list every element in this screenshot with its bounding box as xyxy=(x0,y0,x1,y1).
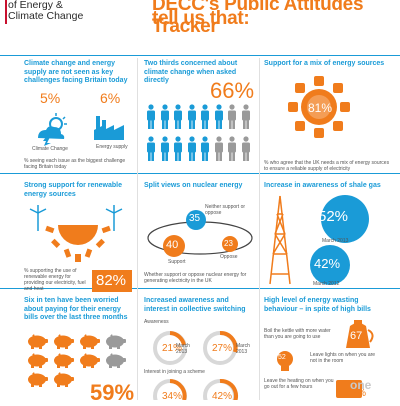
p1-pct-climate: 5% xyxy=(40,90,61,106)
p9-heating-pct: 52% xyxy=(346,388,367,399)
piggy-bank-icon xyxy=(80,334,100,349)
person-icon xyxy=(201,104,209,129)
person-icon xyxy=(241,104,250,129)
piggy-bank-icon xyxy=(106,353,126,368)
p9-title: High level of energy wasting behaviour –… xyxy=(264,297,371,313)
piggy-bank-icon xyxy=(106,334,126,349)
person-icon xyxy=(214,104,223,129)
p5-neither-pct: 35 xyxy=(189,213,201,224)
department-name: of Energy & Climate Change xyxy=(5,0,84,24)
p8-int-pct-b: 42% xyxy=(212,391,233,402)
lightbulb-icon xyxy=(277,351,293,371)
p6-pct-2013: 52% xyxy=(318,208,349,225)
p3-note: % who agree that the UK needs a mix of e… xyxy=(264,160,390,172)
piggy-bank-icon xyxy=(54,372,74,387)
p7-pct: 59% xyxy=(90,380,135,405)
p4-pct-badge: 82% xyxy=(92,270,132,292)
p8-aw-label-a: March 2013 xyxy=(176,343,190,355)
p5-support-pct: 40 xyxy=(166,239,179,251)
p9-kettle-pct: 67 xyxy=(350,330,363,342)
p8-interest-label: Interest in joining a scheme xyxy=(144,369,205,375)
row-divider-3 xyxy=(0,288,400,289)
p8-title: Increased awareness and interest in coll… xyxy=(144,297,246,313)
p4-pct: 82% xyxy=(96,272,127,289)
p4-note: % supporting the use of renewable energy… xyxy=(24,268,86,292)
row-divider-1 xyxy=(0,55,400,56)
p5-oppose-label: Oppose xyxy=(220,254,238,260)
piggy-bank-icon xyxy=(54,353,74,368)
p9-lights-pct: 52 xyxy=(278,354,286,361)
person-icon xyxy=(147,136,155,161)
watermark: one xyxy=(350,378,372,392)
p8-aw-pct-a: 21% xyxy=(162,343,183,354)
p9-lights-note: Leave lights on when you are not in the … xyxy=(310,352,376,364)
p6-label-2013: March 2013 xyxy=(322,238,349,244)
person-icon xyxy=(160,136,169,161)
p8-int-pct-a: 34% xyxy=(162,391,183,402)
piggy-bank-icon xyxy=(54,334,74,349)
col-divider-1 xyxy=(137,58,138,400)
p8-aw-label-b: March 2013 xyxy=(236,343,250,355)
person-icon xyxy=(228,104,236,129)
p5-note: Whether support or oppose nuclear energy… xyxy=(144,272,247,284)
p8-awareness-label: Awareness xyxy=(144,319,169,325)
person-icon xyxy=(201,136,209,161)
p3-title: Support for a mix of energy sources xyxy=(264,60,385,67)
person-icon xyxy=(187,136,196,161)
p7-title: Six in ten have been worried about payin… xyxy=(24,297,128,321)
p5-title: Split views on nuclear energy xyxy=(144,182,243,189)
shale-gas-bubbles xyxy=(310,195,369,285)
p4-title: Strong support for renewable energy sour… xyxy=(24,182,123,198)
dept-line-2: Climate Change xyxy=(8,10,84,22)
piggy-bank-icon xyxy=(28,372,48,387)
row-divider-2 xyxy=(0,173,400,174)
sun-wind-icon xyxy=(29,205,123,262)
dept-line-1: of Energy & xyxy=(8,0,63,11)
piggy-bank-icon xyxy=(28,334,48,349)
p6-title: Increase in awareness of shale gas xyxy=(264,182,381,189)
col-divider-2 xyxy=(259,58,260,400)
p3-pct: 81% xyxy=(308,101,333,115)
person-icon xyxy=(160,104,169,129)
p9-kettle-note: Boil the kettle with more water than you… xyxy=(264,328,331,340)
piggy-bank-icon xyxy=(80,353,100,368)
p6-label-2012: March 2012 xyxy=(313,281,340,287)
p2-pct: 66% xyxy=(210,78,255,103)
switching-rings xyxy=(153,331,239,400)
p5-oppose-pct: 23 xyxy=(224,239,233,248)
p1-note: % seeing each issue as the biggest chall… xyxy=(24,158,126,170)
gas-rig-icon xyxy=(269,195,291,285)
p1-title: Climate change and energy supply are not… xyxy=(24,60,128,84)
page-header: of Energy & Climate Change DECC's Public… xyxy=(0,0,400,37)
p2-title: Two thirds concerned about climate chang… xyxy=(144,60,238,84)
person-icon xyxy=(147,104,155,129)
p8-aw-pct-b: 27% xyxy=(212,343,233,354)
headline-line-1: DECC's Public Attitudes Tracker xyxy=(152,0,364,37)
person-icon xyxy=(214,136,223,161)
p1-pct-energy: 6% xyxy=(100,90,121,106)
person-icon xyxy=(241,136,250,161)
logo-bar xyxy=(5,0,7,24)
piggy-bank-icon xyxy=(28,353,48,368)
p6-pct-2012: 42% xyxy=(314,256,341,271)
person-icon xyxy=(187,104,196,129)
kettle-icon xyxy=(346,320,374,348)
energy-mix-icon xyxy=(288,76,350,138)
radiator-icon xyxy=(336,380,362,398)
p5-support-label: Support xyxy=(168,259,186,265)
factory-icon xyxy=(94,116,124,140)
person-icon xyxy=(174,136,182,161)
cloud-sun-icon xyxy=(38,113,67,146)
p9-heating-note: Leave the heating on when you go out for… xyxy=(264,378,334,390)
p5-neither-label: Neither support or oppose xyxy=(205,204,246,216)
person-icon xyxy=(174,104,182,129)
nuclear-orbit-diagram xyxy=(147,210,253,257)
person-icon xyxy=(228,136,236,161)
p1-label-climate: Climate Change xyxy=(32,146,68,152)
p1-label-energy: Energy supply xyxy=(96,144,128,150)
headline-line-2: tell us that: xyxy=(152,8,250,29)
